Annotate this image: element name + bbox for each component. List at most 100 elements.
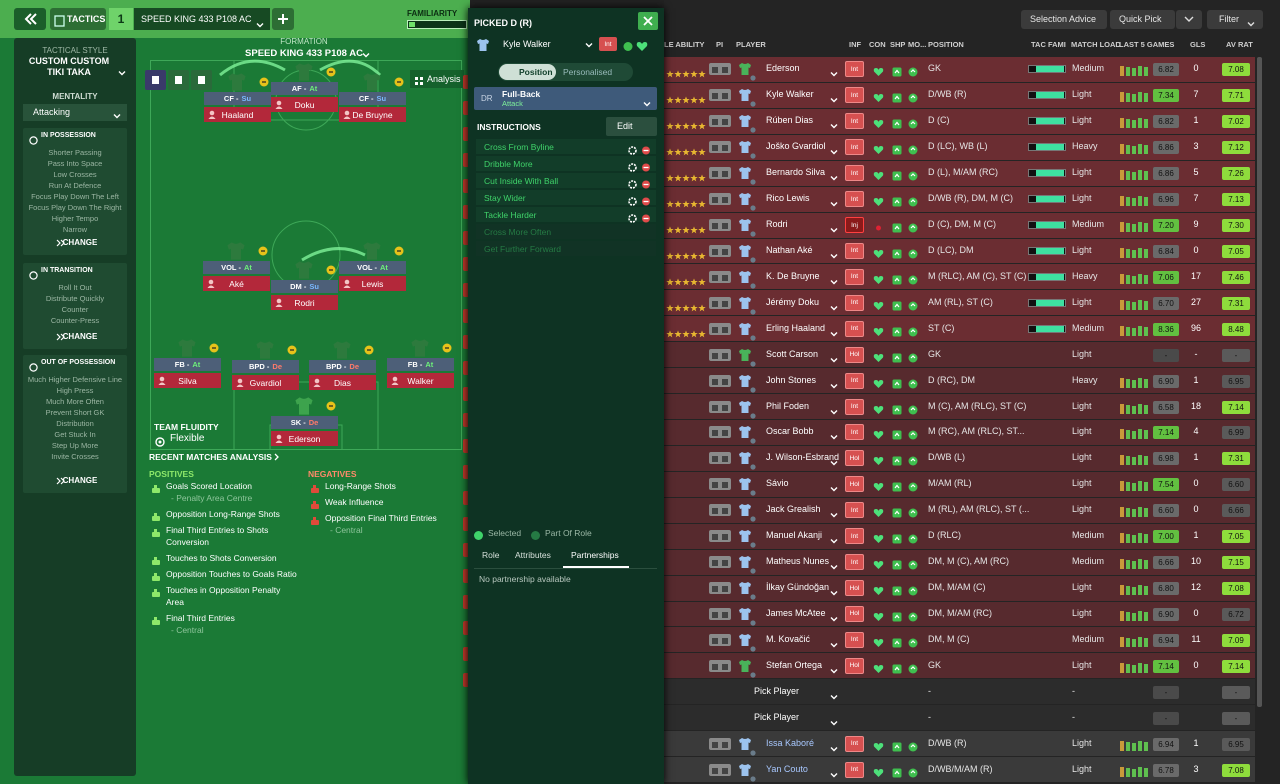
toggle-option-active[interactable]: Position [499, 64, 556, 80]
player-row[interactable]: Joško Gvardiol Int D (LC), WB (L) Heavy 6.86… [664, 134, 1255, 160]
player-row[interactable]: Nathan Aké Int D (LC), DM Light 6.84 0 7.05 [664, 238, 1255, 264]
player-row[interactable]: K. De Bruyne Int M (RLC), AM (C), ST (C) He… [664, 264, 1255, 290]
column-header[interactable]: LAST 5 GAMES [1119, 40, 1175, 49]
player-name[interactable]: Rúben Dias [766, 115, 814, 126]
change-button[interactable]: CHANGE [23, 476, 127, 485]
player-card[interactable]: FB - At Silva [154, 338, 221, 390]
player-card[interactable]: BPD - De Dias [309, 340, 376, 392]
player-row[interactable]: Pick Player - - - - [664, 705, 1255, 731]
instruction-row[interactable]: Cut Inside With Ball [476, 173, 656, 189]
change-button[interactable]: CHANGE [23, 238, 127, 247]
player-row[interactable]: Matheus Nunes Int DM, M (C), AM (RC) Medium… [664, 549, 1255, 575]
player-card[interactable]: VOL - At Lewis [339, 241, 406, 293]
column-header[interactable]: POSITION [928, 40, 964, 49]
player-name[interactable]: Pick Player [754, 685, 800, 696]
player-row[interactable]: Kyle Walker Int D/WB (R) Light 7.34 7 7.71 [664, 82, 1255, 108]
player-row[interactable]: Jérémy Doku Int AM (RL), ST (C) Light 6.70 27… [664, 290, 1255, 316]
player-name[interactable]: Oscar Bobb [766, 426, 814, 437]
column-header[interactable]: MO... [908, 40, 927, 49]
player-name[interactable]: Joško Gvardiol [766, 141, 826, 152]
player-name[interactable]: Ederson [766, 63, 800, 74]
analysis-title[interactable]: RECENT MATCHES ANALYSIS [149, 452, 280, 462]
player-row[interactable]: M. Kovačić Int DM, M (C) Medium 6.94 11 7.09 [664, 627, 1255, 653]
player-card[interactable]: BPD - De Gvardiol [232, 340, 299, 392]
quick-pick-menu[interactable] [1176, 10, 1202, 29]
player-card[interactable]: VOL - At Aké [203, 241, 270, 293]
column-header[interactable]: CON [869, 40, 886, 49]
player-card[interactable]: FB - At Walker [387, 338, 454, 390]
back-button[interactable] [14, 8, 46, 30]
column-header[interactable]: PLAYER [736, 40, 766, 49]
player-row[interactable]: Ederson Int GK Medium 6.82 0 7.08 [664, 57, 1255, 82]
player-row[interactable]: Pick Player - - - - [664, 679, 1255, 705]
player-row[interactable]: Phil Foden Int M (C), AM (RLC), ST (C) Ligh… [664, 394, 1255, 419]
player-row[interactable]: Erling Haaland Int ST (C) Medium 8.36 96 8.48 [664, 316, 1255, 342]
tab[interactable]: Attributes [515, 550, 551, 560]
instruction-row[interactable]: Tackle Harder [476, 207, 656, 223]
player-row[interactable]: Rúben Dias Int D (C) Light 6.82 1 7.02 [664, 108, 1255, 134]
player-name[interactable]: James McAtee [766, 607, 826, 618]
column-header[interactable]: TAC FAMI [1031, 40, 1066, 49]
mentality-dropdown[interactable]: Attacking [23, 104, 127, 121]
player-name[interactable]: Issa Kaboré [766, 737, 815, 748]
player-name[interactable]: Erling Haaland [766, 322, 826, 333]
player-name[interactable]: M. Kovačić [766, 633, 811, 644]
player-name[interactable]: J. Wilson-Esbrand [766, 452, 840, 463]
player-row[interactable]: İlkay Gündoğan Hol DM, M/AM (C) Light 6.80 12… [664, 575, 1255, 601]
player-row[interactable]: Rodri Inj D (C), DM, M (C) Medium 7.20 9 7.30 [664, 212, 1255, 238]
toolbar-button[interactable]: Quick Pick [1110, 10, 1175, 29]
close-button[interactable] [638, 12, 658, 30]
player-name[interactable]: Stefan Ortega [766, 659, 823, 670]
formation-name[interactable]: SPEED KING 433 P108 AC [140, 48, 468, 59]
tab[interactable]: Role [482, 550, 500, 560]
instruction-row[interactable]: Cross From Byline [476, 139, 656, 155]
player-row[interactable]: John Stones Int D (RC), DM Heavy 6.90 1 6.95 [664, 368, 1255, 394]
column-header[interactable]: SHP [890, 40, 906, 49]
change-button[interactable]: CHANGE [23, 332, 127, 341]
player-row[interactable]: Issa Kaboré Int D/WB (R) Light 6.94 1 6.95 [664, 731, 1255, 757]
player-row[interactable]: Scott Carson Hol GK Light - - - [664, 342, 1255, 368]
instruction-row[interactable]: Cross More Often [476, 224, 656, 239]
player-name[interactable]: Jérémy Doku [766, 296, 820, 307]
player-name[interactable]: Nathan Aké [766, 244, 813, 255]
player-row[interactable]: Bernardo Silva Int D (L), M/AM (RC) Light 6.… [664, 160, 1255, 186]
player-name[interactable]: Pick Player [754, 711, 800, 722]
player-name[interactable]: Rodri [766, 219, 788, 230]
player-card[interactable]: AF - At Doku [271, 62, 338, 114]
player-name[interactable]: Rico Lewis [766, 193, 810, 204]
player-row[interactable]: Oscar Bobb Int M (RC), AM (RLC), ST... Ligh… [664, 420, 1255, 445]
player-row[interactable]: Rico Lewis Int D/WB (R), DM, M (C) Light 6.9… [664, 186, 1255, 212]
column-header[interactable]: LE ABILITY [664, 40, 705, 49]
player-card[interactable]: DM - Su Rodri [271, 260, 338, 312]
role-box[interactable]: DR Full-Back Attack [474, 87, 657, 110]
add-button[interactable] [272, 8, 294, 30]
player-name[interactable]: Bernardo Silva [766, 167, 826, 178]
player-card[interactable]: SK - De Ederson [271, 396, 338, 448]
player-name[interactable]: Kyle Walker [766, 89, 814, 100]
column-header[interactable]: AV RAT [1226, 40, 1253, 49]
player-name[interactable]: K. De Bruyne [766, 270, 820, 281]
player-name[interactable]: John Stones [766, 374, 817, 385]
player-name[interactable]: Yan Couto [766, 763, 808, 774]
tactic-name[interactable]: SPEED KING 433 P108 AC [134, 8, 270, 30]
edit-button[interactable]: Edit [606, 117, 657, 136]
toolbar-button[interactable]: Selection Advice [1021, 10, 1107, 29]
player-card[interactable]: CF - Su De Bruyne [339, 72, 406, 124]
player-row[interactable]: Jack Grealish Int M (RL), AM (RLC), ST (..… [664, 497, 1255, 523]
player-row[interactable]: J. Wilson-Esbrand Hol D/WB (L) Light 6.98 1 7.… [664, 445, 1255, 471]
instruction-row[interactable]: Stay Wider [476, 190, 656, 206]
instruction-row[interactable]: Get Further Forward [476, 241, 656, 256]
player-name[interactable]: Jack Grealish [766, 504, 821, 515]
column-header[interactable]: INF [849, 40, 862, 49]
tab[interactable]: Partnerships [571, 550, 619, 560]
player-row[interactable]: Stefan Ortega Hol GK Light 7.14 0 7.14 [664, 653, 1255, 679]
player-row[interactable]: James McAtee Hol DM, M/AM (RC) Light 6.90 0 6.… [664, 601, 1255, 627]
player-name[interactable]: Matheus Nunes [766, 556, 830, 567]
toolbar-button[interactable]: Filter [1207, 10, 1263, 29]
player-row[interactable]: Manuel Akanji Int D (RLC) Medium 7.00 1 7.05 [664, 523, 1255, 549]
player-name[interactable]: Phil Foden [766, 400, 810, 411]
popup-player[interactable]: Kyle Walker [503, 39, 593, 49]
player-row[interactable]: Yan Couto Int D/WB/M/AM (R) Light 6.78 3 7.08 [664, 757, 1255, 783]
toggle-option[interactable]: Personalised [563, 67, 613, 77]
analysis-button[interactable]: Analysis [410, 70, 464, 88]
